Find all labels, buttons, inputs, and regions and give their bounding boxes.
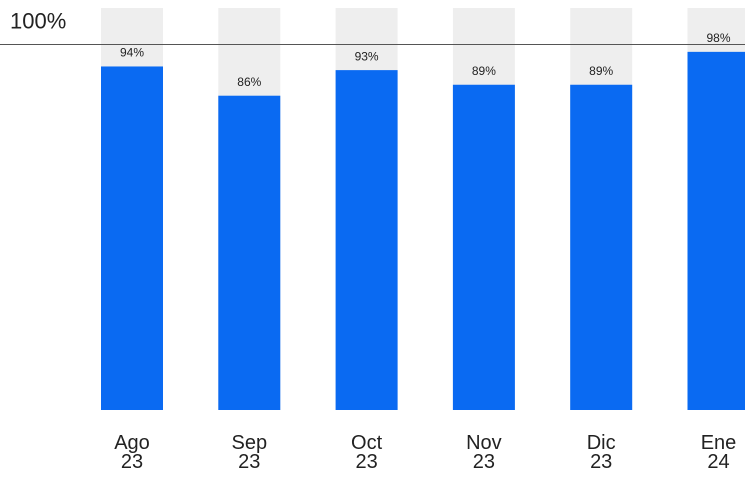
x-tick-label: Ago 23: [114, 432, 150, 473]
x-tick-label: Nov 23: [466, 432, 502, 473]
value-label: 93%: [355, 49, 379, 63]
value-label: 94%: [120, 46, 144, 60]
bar: [452, 84, 515, 410]
bar: [218, 95, 281, 410]
value-label: 98%: [706, 31, 730, 45]
x-tick-label: Ene 24: [700, 432, 737, 473]
bar: [687, 51, 745, 410]
reference-label: 100%: [10, 8, 66, 33]
x-tick-label: Sep 23: [231, 432, 268, 473]
bar: [335, 70, 398, 411]
bar: [101, 66, 163, 411]
value-label: 89%: [589, 64, 613, 78]
x-tick-label: Oct 23: [351, 432, 383, 473]
value-label: 89%: [472, 64, 496, 78]
value-label: 86%: [237, 75, 261, 89]
bar: [570, 84, 633, 410]
x-tick-label: Dic 23: [586, 432, 616, 473]
